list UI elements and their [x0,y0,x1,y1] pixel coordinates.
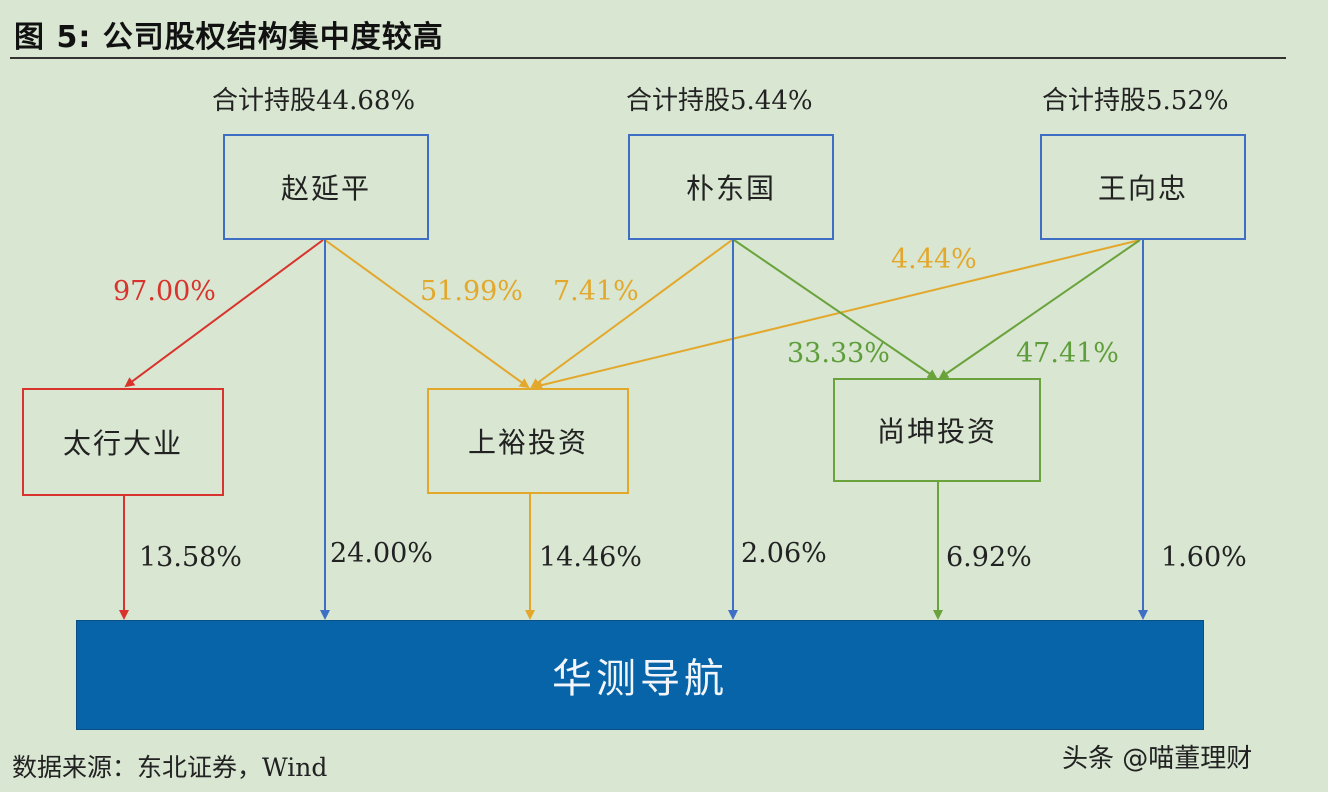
pct-pu-company: 2.06% [741,538,827,569]
pct-pu-shangyu: 7.41% [553,276,639,307]
pct-shangkun-company: 6.92% [946,542,1032,573]
entity-name-shangyu: 上裕投资 [467,426,588,459]
figure-title: 图 5: 公司股权结构集中度较高 [14,20,444,55]
entity-name-taihang: 太行大业 [62,427,183,460]
entity-box-shangkun: 尚坤投资 [833,378,1041,482]
entity-name-shangkun: 尚坤投资 [876,415,997,448]
holder-name-zhao: 赵延平 [280,172,371,205]
target-company-name: 华测导航 [552,656,728,702]
arrow-wang-shangyu [532,239,1141,390]
arrow-zhao-shangyu [324,239,530,389]
holder-total-wang: 合计持股5.52% [1042,86,1229,116]
holder-box-pu: 朴东国 [628,134,834,240]
pct-zhao-shangyu: 51.99% [420,276,523,307]
pct-zhao-taihang: 97.00% [113,276,216,307]
entity-box-shangyu: 上裕投资 [427,388,629,494]
arrow-wang-shangkun [938,239,1141,380]
holder-box-wang: 王向忠 [1040,134,1246,240]
target-company-box: 华测导航 [76,620,1204,730]
watermark-text: 头条 @喵董理财 [1062,744,1253,774]
holder-box-zhao: 赵延平 [223,134,429,240]
pct-pu-shangkun: 33.33% [787,338,890,369]
title-divider [10,57,1286,59]
arrow-pu-shangkun [733,239,938,380]
holder-total-pu: 合计持股5.44% [626,86,813,116]
pct-wang-company: 1.60% [1161,542,1247,573]
pct-wang-shangkun: 47.41% [1016,338,1119,369]
holder-name-wang: 王向忠 [1097,172,1188,205]
holder-name-pu: 朴东国 [685,172,776,205]
arrow-pu-shangyu [530,239,733,389]
pct-wang-shangyu: 4.44% [891,244,977,275]
data-source-note: 数据来源：东北证券，Wind [12,753,328,782]
holder-total-zhao: 合计持股44.68% [212,86,416,116]
pct-taihang-company: 13.58% [139,542,242,573]
pct-shangyu-company: 14.46% [539,542,642,573]
pct-zhao-company: 24.00% [330,538,433,569]
entity-box-taihang: 太行大业 [22,388,224,496]
arrow-zhao-taihang [124,239,324,388]
